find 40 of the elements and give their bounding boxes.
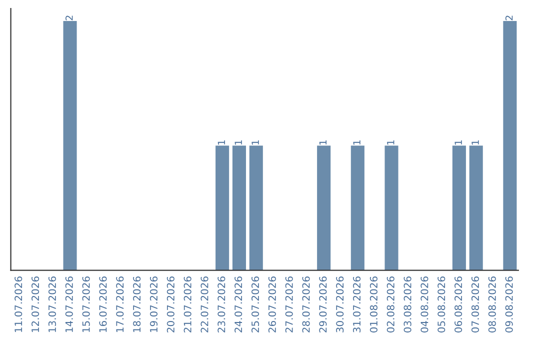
data-label: 1 [472,140,479,145]
x-tick-label: 26.07.2026 [268,276,276,332]
x-tick-label: 18.07.2026 [133,276,141,332]
data-label: 1 [252,140,259,145]
x-tick-label: 17.07.2026 [116,276,124,332]
x-tick-label: 06.08.2026 [454,276,462,332]
x-tick-label: 27.07.2026 [285,276,293,332]
x-tick-label: 15.07.2026 [82,276,90,332]
x-tick-label: 20.07.2026 [166,276,174,332]
x-tick-label: 14.07.2026 [65,276,73,332]
x-tick-label: 29.07.2026 [319,276,327,332]
data-label: 1 [218,140,225,145]
x-tick-label: 04.08.2026 [420,276,428,332]
x-tick-label: 01.08.2026 [370,276,378,332]
data-label: 1 [353,140,360,145]
x-tick-label: 02.08.2026 [386,276,394,332]
x-tick-label: 30.07.2026 [336,276,344,332]
data-label: 2 [65,16,73,20]
data-label: 1 [319,140,327,145]
x-tick-label: 19.07.2026 [150,276,158,332]
x-tick-label: 21.07.2026 [184,276,192,332]
x-tick-label: 07.08.2026 [471,276,479,332]
x-tick-label: 09.08.2026 [505,276,513,332]
x-tick-label: 13.07.2026 [48,276,56,332]
x-tick-label: 24.07.2026 [234,276,242,332]
data-label: 2 [505,16,513,20]
data-label: 1 [387,140,394,145]
x-tick-label: 16.07.2026 [99,276,107,332]
x-tick-label: 25.07.2026 [251,276,260,332]
x-tick-label: 23.07.2026 [218,276,226,332]
x-tick-label: 05.08.2026 [438,276,446,332]
x-tick-label: 31.07.2026 [352,276,361,332]
x-tick-label: 22.07.2026 [200,276,208,332]
data-label: 1 [234,140,242,145]
x-tick-label: 12.07.2026 [32,276,40,332]
x-tick-label: 03.08.2026 [404,276,412,332]
x-tick-label: 08.08.2026 [488,276,496,332]
data-label: 1 [454,140,462,145]
x-tick-label: 28.07.2026 [302,276,310,332]
x-tick-label: 11.07.2026 [14,276,22,332]
